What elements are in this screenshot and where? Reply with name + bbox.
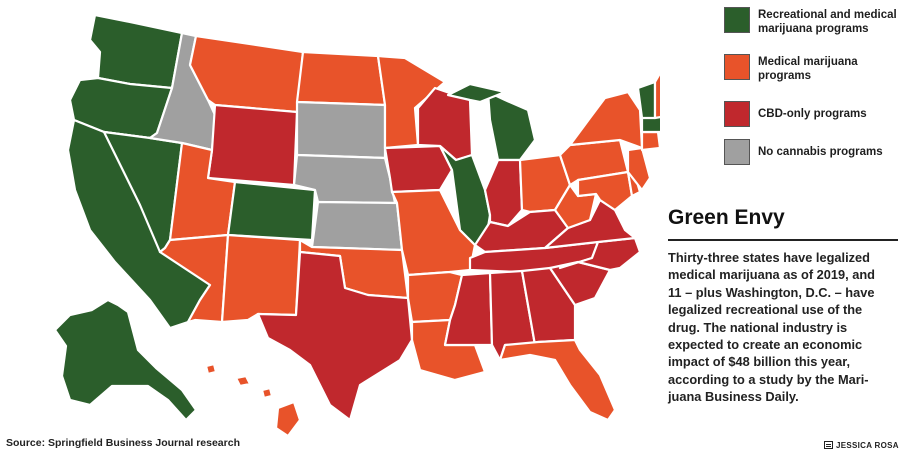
- body-line: drug. The national industry is: [668, 319, 848, 335]
- state-ia[interactable]: [383, 144, 454, 194]
- body-line: impact of $48 billion this year,: [668, 354, 851, 370]
- state-mi[interactable]: [486, 90, 537, 162]
- title-rule: [668, 239, 898, 241]
- state-hi[interactable]: [274, 400, 302, 438]
- state-fl[interactable]: [498, 338, 617, 422]
- body-line: according to a study by the Mari-: [668, 371, 869, 387]
- state-wy[interactable]: [206, 103, 299, 187]
- credit-name: JESSICA ROSA: [836, 441, 899, 450]
- legend-item-none: No cannabis programs: [724, 139, 906, 169]
- legend-label-medical: Medical marijuana programs: [758, 56, 858, 82]
- body-line: juana Business Daily.: [668, 389, 799, 405]
- state-mi-up[interactable]: [446, 82, 507, 104]
- source-note: Source: Springfield Business Journal res…: [6, 437, 240, 449]
- state-co[interactable]: [226, 180, 317, 242]
- state-wa[interactable]: [88, 13, 184, 90]
- state-mn[interactable]: [376, 54, 447, 150]
- body-line: expected to create an economic: [668, 337, 863, 353]
- body-line: 11 – plus Washington, D.C. – have: [668, 284, 875, 300]
- state-hi-d[interactable]: [204, 362, 218, 376]
- article-body: Thirty-three states have legalized medic…: [668, 249, 902, 406]
- state-tx[interactable]: [256, 250, 414, 422]
- photo-credit: JESSICA ROSA: [824, 441, 899, 450]
- us-map: [53, 13, 660, 438]
- article-title: Green Envy: [668, 206, 785, 229]
- state-hi-c[interactable]: [234, 374, 252, 388]
- state-ct[interactable]: [640, 130, 660, 152]
- legend-item-medical: Medical marijuana programs: [724, 54, 906, 84]
- legend-item-cbd: CBD-only programs: [724, 101, 906, 131]
- state-nc[interactable]: [558, 236, 642, 272]
- state-nh[interactable]: [653, 68, 660, 120]
- legend-label-recreational: Recreational and medical marijuana progr…: [758, 9, 897, 35]
- state-nd[interactable]: [295, 50, 387, 107]
- legend-swatch-none: [724, 139, 750, 165]
- legend-swatch-recreational: [724, 7, 750, 33]
- state-hi-b[interactable]: [260, 386, 274, 400]
- body-line: Thirty-three states have legalized: [668, 250, 870, 265]
- state-ma[interactable]: [640, 112, 660, 134]
- state-ks[interactable]: [310, 200, 404, 252]
- state-ak[interactable]: [53, 298, 198, 422]
- state-mo[interactable]: [390, 188, 477, 277]
- legend-label-cbd: CBD-only programs: [758, 108, 867, 120]
- state-nm[interactable]: [220, 233, 302, 324]
- state-vt[interactable]: [636, 80, 657, 120]
- body-line: legalized recreational use of the: [668, 302, 863, 318]
- legend-label-none: No cannabis programs: [758, 146, 883, 158]
- newspaper-icon: [824, 441, 833, 449]
- legend-item-recreational: Recreational and medical marijuana progr…: [724, 7, 906, 37]
- body-line: medical marijuana as of 2019, and: [668, 267, 875, 283]
- state-sd[interactable]: [295, 100, 387, 160]
- legend-swatch-cbd: [724, 101, 750, 127]
- state-nj[interactable]: [626, 146, 652, 192]
- state-ny[interactable]: [568, 90, 644, 150]
- legend-swatch-medical: [724, 54, 750, 80]
- state-in[interactable]: [483, 158, 524, 228]
